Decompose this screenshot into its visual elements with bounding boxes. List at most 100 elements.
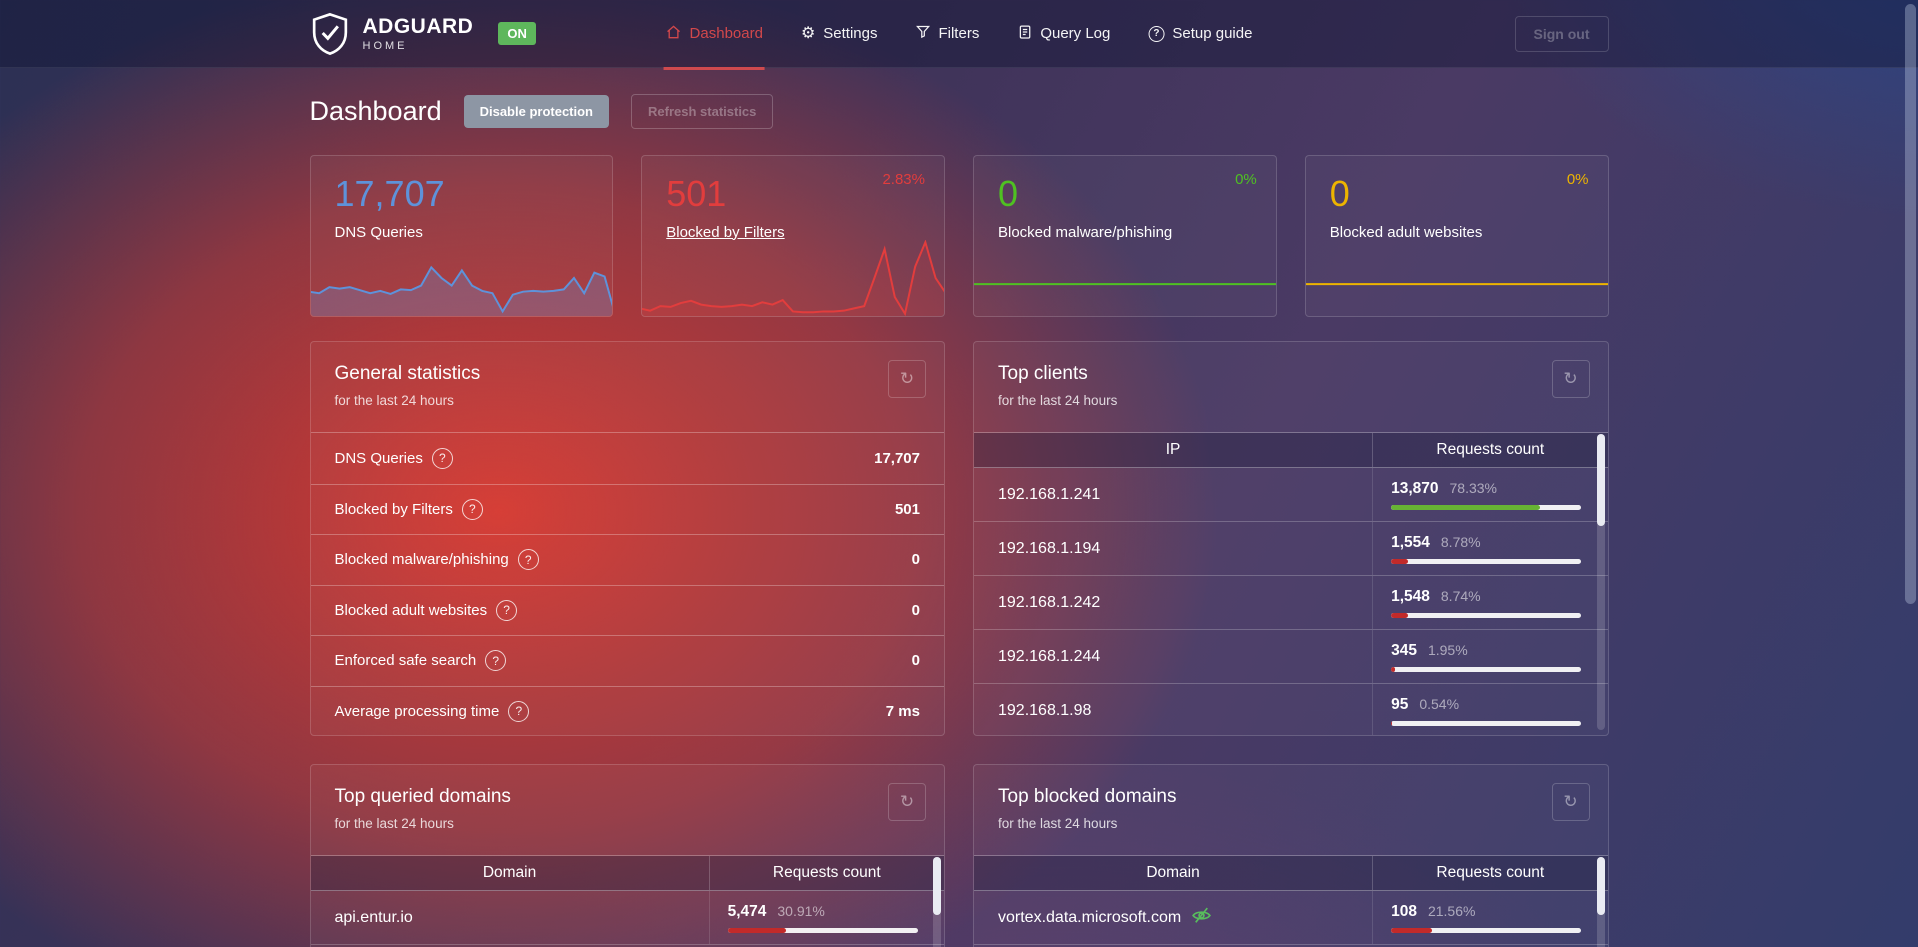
disable-protection-button[interactable]: Disable protection <box>463 95 610 128</box>
panel-scrollbar-thumb[interactable] <box>933 857 941 915</box>
blocked-filters-link[interactable]: Blocked by Filters <box>666 223 785 241</box>
stats-list: DNS Queries? 17,707 Blocked by Filters? … <box>310 433 945 735</box>
top-clients-panel: Top clients for the last 24 hours ↻ IP R… <box>973 341 1609 736</box>
stat-value: 501 <box>894 500 920 518</box>
stat-value: 0 <box>911 601 920 619</box>
nav-item-setup-guide[interactable]: ? Setup guide <box>1148 0 1252 67</box>
panel-subtitle: for the last 24 hours <box>998 816 1118 831</box>
progress-bar <box>1391 504 1582 510</box>
dashboard-panels: General statistics for the last 24 hours… <box>309 341 1609 947</box>
stat-value: 0 <box>911 652 920 670</box>
request-count: 108 <box>1391 902 1417 920</box>
panel-scrollbar[interactable] <box>1596 434 1605 730</box>
help-icon[interactable]: ? <box>496 599 518 621</box>
help-icon[interactable]: ? <box>485 650 507 672</box>
client-ip: 192.168.1.194 <box>974 522 1374 575</box>
nav-item-dashboard[interactable]: Dashboard <box>663 0 766 70</box>
nav-label: Query Log <box>1040 25 1111 42</box>
column-header-domain: Domain <box>311 856 710 890</box>
refresh-icon[interactable]: ↻ <box>888 783 926 821</box>
request-percent: 21.56% <box>1427 902 1476 919</box>
refresh-icon[interactable]: ↻ <box>1551 360 1590 398</box>
panel-scrollbar[interactable] <box>1596 857 1605 947</box>
nav-item-query-log[interactable]: Query Log <box>1017 0 1110 67</box>
request-percent: 8.78% <box>1440 533 1481 550</box>
blocked-adult-label: Blocked adult websites <box>1329 223 1483 241</box>
gear-icon: ⚙ <box>800 24 816 42</box>
nav-item-filters[interactable]: Filters <box>915 0 979 67</box>
client-ip: 192.168.1.241 <box>974 468 1374 521</box>
stat-label: DNS Queries <box>334 449 423 467</box>
refresh-icon[interactable]: ↻ <box>1551 783 1590 821</box>
client-ip: 192.168.1.244 <box>974 630 1374 683</box>
home-icon <box>666 24 682 44</box>
clients-table: 192.168.1.241 13,870 78.33% 192.168.1.194… <box>974 468 1608 735</box>
nav-label: Settings <box>823 25 878 42</box>
page-scrollbar[interactable] <box>1902 0 1918 947</box>
table-row: vortex.data.microsoft.com 108 21.56% <box>974 891 1608 945</box>
page-scrollbar-thumb[interactable] <box>1905 4 1916 604</box>
top-navbar: ADGUARD HOME ON Dashboard ⚙ Settings <box>0 0 1918 70</box>
stat-label: Blocked by Filters <box>334 500 453 518</box>
refresh-icon[interactable]: ↻ <box>888 360 926 398</box>
table-row: api.entur.io 5,474 30.91% <box>310 891 944 945</box>
nav-item-settings[interactable]: ⚙ Settings <box>801 0 878 67</box>
request-count: 5,474 <box>727 902 767 920</box>
funnel-icon <box>915 24 930 43</box>
panel-scrollbar[interactable] <box>933 857 941 947</box>
card-blocked-malware: 0 Blocked malware/phishing 0% <box>973 155 1277 317</box>
column-header-requests: Requests count <box>772 864 881 881</box>
help-icon[interactable]: ? <box>461 498 483 520</box>
table-header: Domain Requests count <box>310 856 944 891</box>
column-header-requests: Requests count <box>1436 441 1545 458</box>
column-header-ip: IP <box>974 433 1374 467</box>
stat-row-blocked-filters: Blocked by Filters? 501 <box>310 483 944 535</box>
request-count: 95 <box>1391 695 1409 713</box>
request-count: 13,870 <box>1391 479 1439 497</box>
page-title: Dashboard <box>309 96 442 126</box>
help-icon[interactable]: ? <box>517 549 539 571</box>
sign-out-button[interactable]: Sign out <box>1514 15 1609 52</box>
table-row: 192.168.1.98 95 0.54% <box>974 684 1608 735</box>
adguard-home-logo[interactable]: ADGUARD HOME ON <box>310 11 536 57</box>
stat-row-blocked-adult: Blocked adult websites? 0 <box>310 584 944 636</box>
stat-value: 7 ms <box>885 702 920 720</box>
stat-label: Average processing time <box>334 702 500 720</box>
blocked-adult-sparkline <box>1305 240 1609 316</box>
column-header-domain: Domain <box>974 856 1374 890</box>
dns-queries-sparkline <box>310 240 613 316</box>
question-circle-icon: ? <box>1148 25 1165 42</box>
stat-label: Blocked malware/phishing <box>334 551 509 569</box>
panel-title: General statistics <box>334 363 481 384</box>
table-header: Domain Requests count <box>974 856 1608 891</box>
shield-logo-icon <box>310 11 350 57</box>
help-icon[interactable]: ? <box>508 700 530 722</box>
stat-label: Enforced safe search <box>334 652 477 670</box>
card-blocked-adult: 0 Blocked adult websites 0% <box>1304 155 1609 317</box>
blocked-filters-value: 501 <box>666 173 727 214</box>
request-percent: 78.33% <box>1449 479 1497 496</box>
progress-bar <box>727 927 918 933</box>
blocked-malware-sparkline <box>973 240 1277 316</box>
domain-name: vortex.data.microsoft.com <box>998 908 1182 926</box>
table-row: 192.168.1.244 345 1.95% <box>974 630 1608 684</box>
stat-row-dns-queries: DNS Queries? 17,707 <box>311 433 945 484</box>
table-header: IP Requests count <box>974 433 1608 468</box>
blocked-filters-percent: 2.83% <box>882 171 925 188</box>
blocked-adult-percent: 0% <box>1566 171 1589 188</box>
panel-scrollbar-thumb[interactable] <box>1596 434 1605 526</box>
general-statistics-panel: General statistics for the last 24 hours… <box>309 341 945 736</box>
help-icon[interactable]: ? <box>431 447 453 469</box>
blocked-malware-label: Blocked malware/phishing <box>998 223 1173 241</box>
client-ip: 192.168.1.98 <box>974 684 1374 735</box>
refresh-statistics-button[interactable]: Refresh statistics <box>631 94 774 129</box>
card-dns-queries: 17,707 DNS Queries <box>309 155 614 317</box>
stat-row-safe-search: Enforced safe search? 0 <box>310 635 944 686</box>
protection-on-badge: ON <box>498 22 536 45</box>
panel-scrollbar-thumb[interactable] <box>1596 857 1605 915</box>
stat-value: 0 <box>911 551 920 569</box>
brand-name: ADGUARD <box>362 14 474 38</box>
blocked-filters-sparkline <box>642 240 945 316</box>
panel-title: Top blocked domains <box>998 786 1177 807</box>
progress-bar <box>1391 720 1582 726</box>
